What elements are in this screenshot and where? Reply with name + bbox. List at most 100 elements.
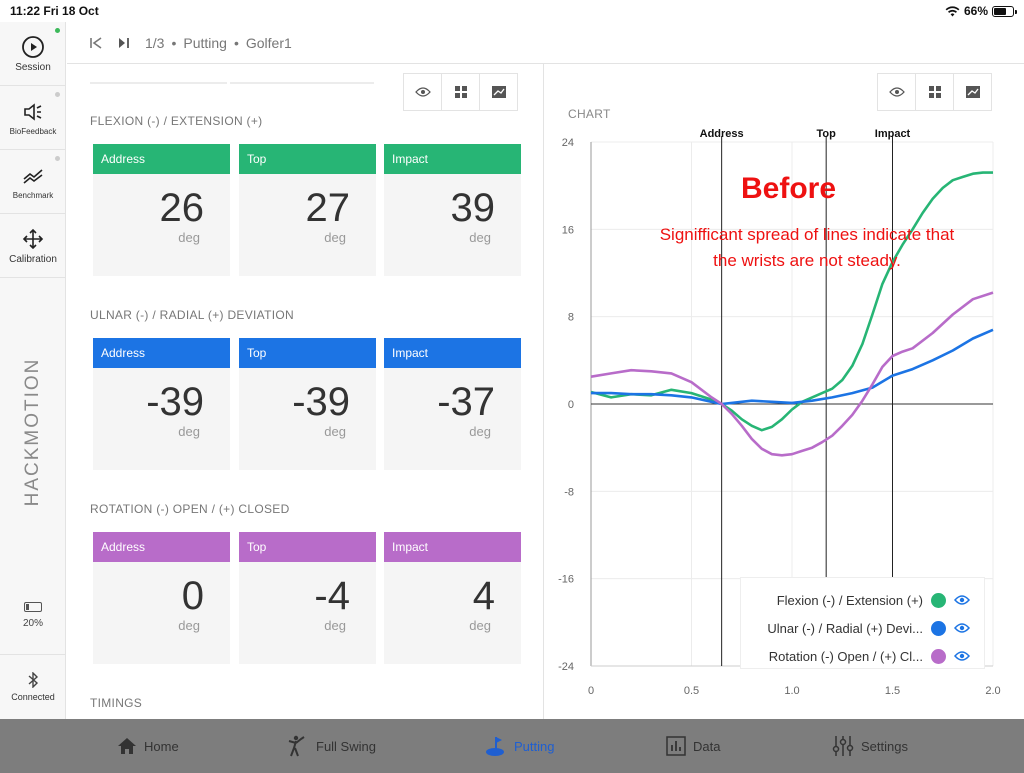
eye-icon (414, 87, 431, 97)
play-circle-icon (22, 35, 44, 58)
x-tick-label: 1.0 (784, 685, 799, 697)
connected-label: Connected (11, 691, 55, 702)
metrics-panel: FLEXION (-) / EXTENSION (+) Address 26 deg T… (67, 64, 544, 719)
skip-first-icon[interactable] (89, 36, 103, 49)
view-chart-button[interactable] (479, 73, 518, 111)
y-tick-label: 16 (562, 224, 574, 236)
chart-view-chart-button[interactable] (953, 73, 992, 111)
sidebar-label-session: Session (15, 61, 51, 73)
status-bar: 11:22 Fri 18 Oct 66% (0, 0, 1024, 22)
metric-card-impact[interactable]: Impact 39 deg (384, 144, 521, 276)
speaker-icon (24, 102, 42, 121)
chart-panel: CHART 0 0.5 1.0 1.5 2.0 24 16 8 0 -8 -16 -24 Address… (545, 64, 1024, 719)
legend-item[interactable]: Ulnar (-) / Radial (+) Devi... (741, 614, 984, 642)
metric-card-label: Top (239, 338, 376, 368)
metric-card-unit: deg (469, 230, 491, 245)
metric-card-address[interactable]: Address -39 deg (93, 338, 230, 470)
metric-card-value: 26 (159, 186, 205, 230)
putting-icon (486, 737, 504, 756)
tab-data[interactable]: Data (666, 719, 720, 773)
eye-icon[interactable] (954, 622, 970, 634)
metric-card-unit: deg (324, 424, 346, 439)
metric-card-unit: deg (469, 424, 491, 439)
status-left: 11:22 Fri 18 Oct (10, 4, 99, 18)
tab-putting[interactable]: Putting (485, 719, 554, 773)
metric-card-address[interactable]: Address 0 deg (93, 532, 230, 664)
golfer-icon (288, 735, 305, 757)
sidebar-label-benchmark: Benchmark (12, 190, 54, 200)
metric-card-top[interactable]: Top -4 deg (239, 532, 376, 664)
home-icon (118, 738, 136, 754)
metric-card-top[interactable]: Top -39 deg (239, 338, 376, 470)
metric-card-unit: deg (324, 230, 346, 245)
metric-card-value: 0 (181, 574, 204, 618)
tab-settings[interactable]: Settings (832, 719, 908, 773)
session-header: 1/3 • Putting • Golfer1 (67, 22, 1024, 64)
move-arrows-icon (22, 228, 44, 249)
image-chart-icon (491, 86, 506, 98)
x-tick-label: 1.5 (885, 685, 900, 697)
annotation-title: Before (741, 172, 837, 205)
status-time: 11:22 (10, 4, 41, 18)
sidebar: Session BioFeedback Benchmark Calibratio… (0, 22, 66, 719)
tab-home[interactable]: Home (117, 719, 179, 773)
scroll-divider (90, 78, 227, 84)
metric-card-label: Top (239, 532, 376, 562)
annotation-body: Signifficant spread of lines indicate th… (659, 225, 955, 270)
legend-item[interactable]: Rotation (-) Open / (+) Cl... (741, 642, 984, 670)
metric-card-label: Impact (384, 532, 521, 562)
sidebar-label-calibration: Calibration (9, 253, 57, 265)
metric-card-label: Address (93, 532, 230, 562)
breadcrumb-separator: • (233, 34, 239, 51)
y-tick-label: -8 (564, 486, 574, 498)
benchmark-chart-icon (23, 168, 43, 184)
tab-label-home: Home (144, 738, 179, 754)
x-tick-label: 0 (588, 685, 594, 697)
sidebar-item-benchmark[interactable]: Benchmark (0, 150, 66, 214)
view-eye-button[interactable] (403, 73, 442, 111)
metric-card-address[interactable]: Address 26 deg (93, 144, 230, 276)
metric-card-value: 4 (472, 574, 495, 618)
grid-icon (928, 86, 941, 98)
image-chart-icon (965, 86, 980, 98)
breadcrumb-mode: Putting (183, 34, 227, 51)
legend-label: Rotation (-) Open / (+) Cl... (768, 648, 923, 664)
bottom-tab-bar: Home Full Swing Putting Data Settings (0, 719, 1024, 773)
sidebar-item-biofeedback[interactable]: BioFeedback (0, 86, 66, 150)
eye-icon[interactable] (954, 594, 970, 606)
y-tick-label: 8 (568, 312, 574, 324)
sensor-battery: 20% (0, 602, 66, 629)
sidebar-item-calibration[interactable]: Calibration (0, 214, 66, 278)
timings-title: TIMINGS (90, 696, 143, 710)
y-tick-label: -24 (558, 661, 574, 673)
series-line (590, 171, 993, 432)
session-status-dot (55, 28, 60, 33)
metric-card-value: 39 (450, 186, 496, 230)
sidebar-item-session[interactable]: Session (0, 22, 66, 86)
legend-color-dot (931, 620, 946, 636)
metric-card-unit: deg (178, 618, 200, 633)
view-grid-button[interactable] (441, 73, 480, 111)
sidebar-item-connected[interactable]: Connected (0, 654, 66, 718)
settings-sliders-icon (832, 736, 854, 756)
grid-icon (454, 86, 467, 98)
metric-card-impact[interactable]: Impact -37 deg (384, 338, 521, 470)
battery-icon (992, 5, 1017, 17)
tab-label-full-swing: Full Swing (316, 738, 376, 754)
next-icon[interactable] (117, 37, 131, 49)
tab-label-putting: Putting (514, 738, 555, 754)
wifi-icon (945, 5, 960, 16)
metric-card-impact[interactable]: Impact 4 deg (384, 532, 521, 664)
legend-label: Ulnar (-) / Radial (+) Devi... (767, 620, 923, 636)
metric-card-top[interactable]: Top 27 deg (239, 144, 376, 276)
legend-item[interactable]: Flexion (-) / Extension (+) (741, 586, 984, 614)
eye-icon (888, 87, 905, 97)
tab-full-swing[interactable]: Full Swing (285, 719, 376, 773)
view-mode-buttons (403, 73, 518, 111)
chart-legend: Flexion (-) / Extension (+) Ulnar (-) / R… (740, 577, 985, 669)
biofeedback-status-dot (55, 92, 60, 97)
eye-icon[interactable] (954, 650, 970, 662)
event-label-address: Address (700, 128, 744, 140)
chart-view-eye-button[interactable] (877, 73, 916, 111)
y-tick-label: -16 (558, 574, 574, 586)
